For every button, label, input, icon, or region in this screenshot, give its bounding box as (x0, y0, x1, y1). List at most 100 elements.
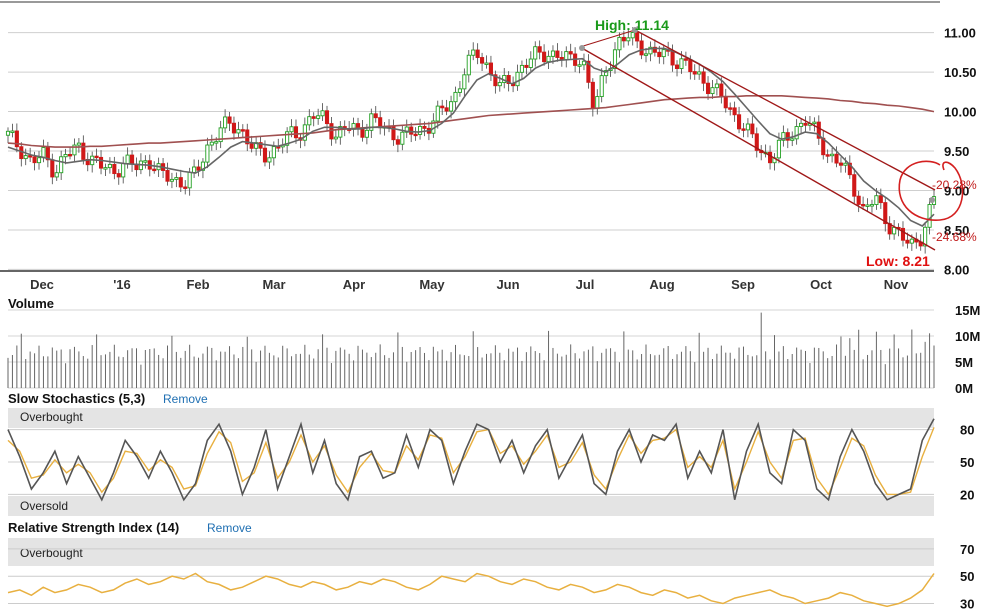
candle-body (626, 37, 631, 42)
rsi-y-tick: 30 (960, 597, 974, 609)
candle-body (900, 227, 906, 241)
candle-body (861, 203, 866, 207)
stochastics-overbought-zone (8, 408, 934, 428)
candle-body (528, 58, 533, 68)
candle-body (231, 122, 237, 134)
candle-body (714, 83, 719, 89)
stochastics-y-tick: 80 (960, 423, 974, 438)
candle-body (781, 132, 786, 141)
channel-point-b (632, 27, 638, 33)
candle-body (643, 53, 649, 56)
candle-body (745, 123, 750, 131)
candle-body (41, 147, 46, 159)
candle-body (794, 126, 799, 140)
candle-body (422, 125, 427, 129)
candle-body (324, 110, 330, 125)
candle-body (812, 121, 817, 125)
candle-body (612, 49, 618, 69)
x-axis-label: '16 (113, 277, 131, 292)
candle-body (595, 96, 600, 110)
rsi-title: Relative Strength Index (14) (8, 520, 179, 535)
candle-body (515, 71, 520, 87)
candle-body (519, 64, 525, 73)
channel-upper-line (634, 29, 936, 191)
candle-body (293, 126, 299, 139)
candle-body (488, 62, 493, 76)
candle-body (785, 132, 790, 141)
candle-body (183, 186, 188, 189)
candle-body (843, 162, 848, 166)
highlight-circle (898, 160, 964, 221)
stochastics-title: Slow Stochastics (5,3) (8, 391, 145, 406)
candle-body (688, 59, 693, 73)
volume-y-tick: 10M (955, 329, 980, 344)
candle-body (23, 155, 28, 160)
candle-body (652, 46, 657, 53)
volume-y-axis: 15M 10M 5M 0M (955, 303, 980, 396)
volume-y-tick: 0M (955, 381, 973, 396)
candle-body (14, 130, 19, 148)
candle-body (187, 171, 192, 189)
candle-body (661, 49, 666, 58)
candle-body (484, 62, 489, 65)
candle-body (617, 36, 622, 51)
candle-body (240, 129, 245, 132)
stochastics-remove-link[interactable]: Remove (163, 392, 208, 406)
high-label: High: 11.14 (595, 17, 669, 33)
candle-body (732, 107, 737, 116)
candle-body (400, 131, 405, 145)
rsi-y-tick: 50 (960, 569, 974, 584)
candle-body (289, 126, 294, 133)
candle-body (320, 110, 325, 117)
price-y-tick: 10.00 (944, 105, 977, 120)
candle-body (599, 75, 604, 98)
x-axis-label: Oct (810, 277, 832, 292)
candle-body (143, 160, 148, 163)
candle-body (364, 129, 369, 138)
candle-body (834, 153, 839, 164)
candle-body (236, 129, 241, 134)
candle-body (581, 60, 587, 66)
candle-body (927, 204, 932, 228)
candle-body (417, 125, 423, 135)
candle-body (453, 91, 458, 103)
candle-body (218, 127, 223, 143)
candle-body (174, 177, 179, 180)
candle-body (909, 238, 914, 244)
rsi-remove-link[interactable]: Remove (207, 521, 252, 535)
candle-body (165, 170, 170, 182)
candle-body (670, 50, 675, 66)
candle-body (5, 130, 11, 136)
candle-body (639, 40, 644, 56)
candle-body (754, 133, 759, 151)
candle-body (683, 58, 688, 61)
candle-body (723, 96, 728, 109)
candle-body (316, 115, 321, 119)
candle-body (307, 116, 312, 126)
candle-body (838, 162, 844, 166)
x-axis-label: Sep (731, 277, 755, 292)
candle-body (267, 157, 272, 163)
candle-body (369, 113, 374, 131)
volume-bars (7, 312, 935, 388)
candle-body (63, 154, 68, 158)
candle-body (768, 151, 773, 164)
candle-body (169, 178, 174, 182)
candle-body (480, 57, 485, 64)
stochastics-y-tick: 20 (960, 487, 974, 502)
candle-body (262, 147, 268, 163)
candle-body (404, 126, 409, 133)
candle-body (471, 49, 476, 56)
candle-body (338, 126, 343, 138)
annotation-upper: -20.28% (932, 178, 977, 192)
candle-body (883, 202, 888, 225)
annotation-lower: -24.68% (932, 230, 977, 244)
price-gridlines (0, 32, 934, 272)
x-axis-label: Feb (186, 277, 209, 292)
channel-point-a (579, 45, 585, 51)
candle-body (719, 83, 724, 98)
volume-panel: Volume 15M 10M 5M 0M (7, 296, 980, 396)
candle-body (728, 107, 733, 110)
